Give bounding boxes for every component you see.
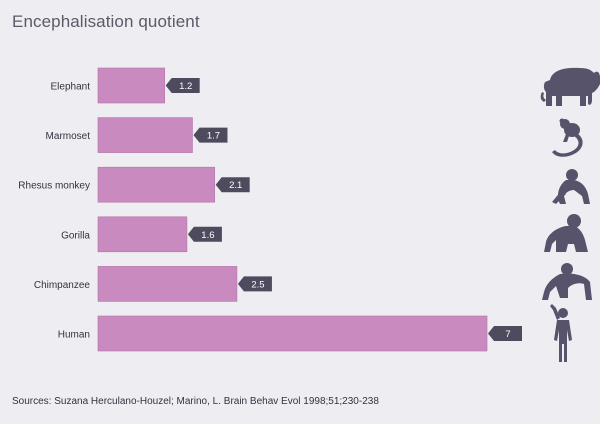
category-label-human: Human <box>58 330 90 341</box>
value-tag-human <box>488 326 522 341</box>
bar-elephant <box>97 67 165 104</box>
value-label-marmoset: 1.7 <box>207 131 220 142</box>
value-tag-gorilla <box>187 226 222 242</box>
value-tag-chimpanzee <box>237 276 272 292</box>
bar-gorilla <box>97 216 188 253</box>
value-tag-marmoset <box>193 127 228 143</box>
bar-chimpanzee <box>97 266 238 302</box>
marmoset-icon <box>552 118 583 157</box>
value-tag-rhesus-monkey <box>215 177 250 193</box>
bar-rhesus-monkey <box>97 166 215 203</box>
category-label-gorilla: Gorilla <box>61 230 90 241</box>
gorilla-icon <box>544 214 588 252</box>
bar-human <box>97 315 488 352</box>
value-label-rhesus-monkey: 2.1 <box>229 180 242 191</box>
category-label-marmoset: Marmoset <box>46 131 91 142</box>
monkey-icon <box>552 169 590 204</box>
category-label-rhesus-monkey: Rhesus monkey <box>18 181 90 192</box>
source-note: Sources: Suzana Herculano-Houzel; Marino… <box>12 396 379 407</box>
bar-marmoset <box>97 117 193 153</box>
category-label-elephant: Elephant <box>51 82 91 93</box>
value-label-human: 7 <box>505 329 510 340</box>
chart-title: Encephalisation quotient <box>12 12 200 31</box>
category-label-chimpanzee: Chimpanzee <box>34 280 91 291</box>
value-label-elephant: 1.2 <box>179 81 192 92</box>
value-label-gorilla: 1.6 <box>201 230 214 241</box>
chimpanzee-icon <box>542 263 592 300</box>
value-label-chimpanzee: 2.5 <box>251 279 264 290</box>
elephant-icon <box>540 67 600 106</box>
human-icon <box>550 304 572 362</box>
value-tag-elephant <box>165 78 200 93</box>
